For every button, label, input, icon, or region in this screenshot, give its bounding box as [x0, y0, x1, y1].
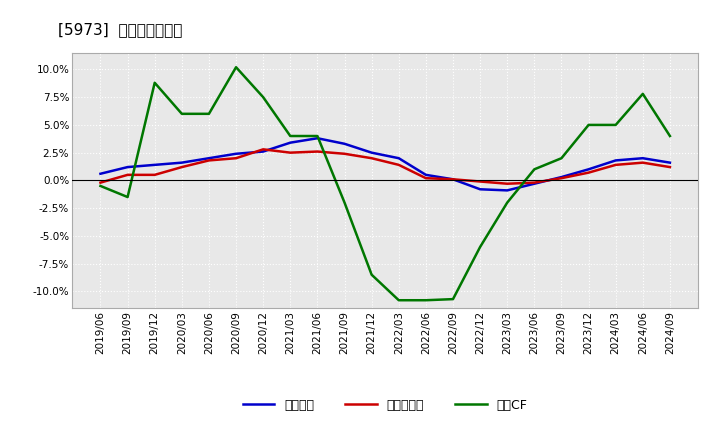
経常利益: [530, 181, 539, 187]
当期純利益: [476, 179, 485, 184]
営業CF: [503, 200, 511, 205]
当期純利益: [611, 162, 620, 168]
営業CF: [259, 95, 268, 100]
経常利益: [611, 158, 620, 163]
営業CF: [150, 80, 159, 85]
経常利益: [421, 172, 430, 177]
営業CF: [476, 244, 485, 249]
Line: 営業CF: 営業CF: [101, 67, 670, 300]
経常利益: [503, 188, 511, 193]
営業CF: [178, 111, 186, 117]
営業CF: [557, 156, 566, 161]
Text: [5973]  マージンの推移: [5973] マージンの推移: [58, 22, 182, 37]
営業CF: [96, 183, 105, 189]
営業CF: [665, 133, 674, 139]
当期純利益: [232, 156, 240, 161]
当期純利益: [341, 151, 349, 156]
経常利益: [313, 136, 322, 141]
当期純利益: [286, 150, 294, 155]
経常利益: [584, 167, 593, 172]
経常利益: [232, 151, 240, 156]
営業CF: [204, 111, 213, 117]
経常利益: [123, 165, 132, 170]
営業CF: [421, 297, 430, 303]
営業CF: [286, 133, 294, 139]
営業CF: [367, 272, 376, 277]
当期純利益: [204, 158, 213, 163]
営業CF: [341, 200, 349, 205]
当期純利益: [557, 176, 566, 181]
Line: 経常利益: 経常利益: [101, 138, 670, 191]
当期純利益: [449, 176, 457, 182]
当期純利益: [639, 160, 647, 165]
経常利益: [259, 149, 268, 154]
営業CF: [395, 297, 403, 303]
経常利益: [150, 162, 159, 168]
当期純利益: [96, 180, 105, 185]
経常利益: [665, 160, 674, 165]
営業CF: [530, 167, 539, 172]
経常利益: [449, 176, 457, 182]
当期純利益: [665, 165, 674, 170]
当期純利益: [503, 181, 511, 187]
当期純利益: [259, 147, 268, 152]
当期純利益: [178, 165, 186, 170]
経常利益: [341, 141, 349, 147]
営業CF: [584, 122, 593, 128]
経常利益: [557, 174, 566, 180]
営業CF: [232, 65, 240, 70]
営業CF: [313, 133, 322, 139]
経常利益: [204, 156, 213, 161]
経常利益: [96, 171, 105, 176]
経常利益: [178, 160, 186, 165]
当期純利益: [150, 172, 159, 177]
Line: 当期純利益: 当期純利益: [101, 149, 670, 184]
営業CF: [123, 194, 132, 200]
Legend: 経常利益, 当期純利益, 営業CF: 経常利益, 当期純利益, 営業CF: [238, 394, 533, 417]
当期純利益: [530, 180, 539, 185]
当期純利益: [584, 170, 593, 175]
営業CF: [611, 122, 620, 128]
当期純利益: [123, 172, 132, 177]
当期純利益: [395, 162, 403, 168]
経常利益: [395, 156, 403, 161]
当期純利益: [313, 149, 322, 154]
経常利益: [639, 156, 647, 161]
営業CF: [639, 91, 647, 96]
当期純利益: [367, 156, 376, 161]
当期純利益: [421, 176, 430, 181]
経常利益: [476, 187, 485, 192]
経常利益: [367, 150, 376, 155]
営業CF: [449, 297, 457, 302]
経常利益: [286, 140, 294, 145]
